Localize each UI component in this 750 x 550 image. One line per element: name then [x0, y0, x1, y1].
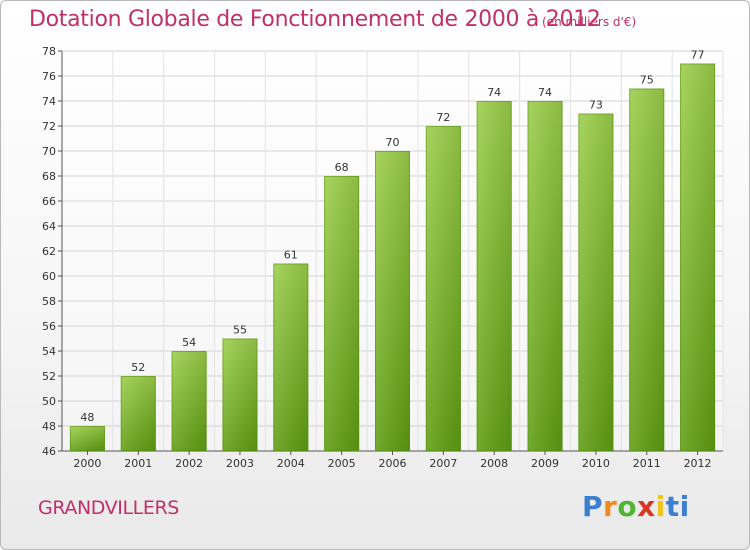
bar-2001	[120, 376, 156, 451]
y-tick-label: 68	[42, 170, 56, 183]
x-tick-label: 2006	[379, 457, 407, 470]
bar-2012	[680, 63, 716, 451]
data-label: 74	[487, 86, 501, 99]
data-label: 52	[131, 361, 145, 374]
bars	[69, 63, 716, 451]
x-tick-label: 2012	[684, 457, 712, 470]
bar-2006	[375, 151, 410, 451]
bar-outline	[324, 176, 360, 451]
y-tick-label: 62	[42, 245, 56, 258]
logo-letter: o	[617, 490, 638, 523]
data-label: 75	[640, 74, 654, 87]
y-tick-label: 52	[42, 370, 56, 383]
bar-shade	[476, 101, 512, 451]
x-tick-label: 2008	[480, 457, 508, 470]
data-label: 54	[182, 336, 196, 349]
chart-title: Dotation Globale de Fonctionnement de 20…	[29, 7, 601, 32]
logo-letter: P	[582, 490, 604, 523]
data-label: 72	[436, 111, 450, 124]
bar-shade	[527, 101, 563, 451]
bar-shade	[375, 151, 410, 451]
y-tick-label: 60	[42, 270, 56, 283]
bar-2000	[69, 426, 105, 451]
bar-shade	[69, 426, 105, 451]
bar-2002	[171, 351, 207, 451]
labels: 48 2000 52 2001 54 2002 55 2003 61 2004 68 2005 70 20…	[73, 49, 711, 471]
bar-outline	[120, 376, 156, 451]
x-tick-label: 2010	[582, 457, 610, 470]
x-tick-label: 2002	[175, 457, 203, 470]
data-label: 74	[538, 86, 552, 99]
bar-shade	[629, 88, 665, 451]
bar-shade	[222, 338, 258, 451]
bar-shade	[578, 113, 614, 451]
bar-2008	[476, 101, 512, 451]
logo-letter: i	[679, 490, 690, 523]
bar-outline	[629, 88, 665, 451]
y-tick-label: 72	[42, 120, 56, 133]
y-tick-label: 78	[42, 45, 56, 58]
y-tick-label: 64	[42, 220, 56, 233]
bar-shade	[680, 63, 716, 451]
chart-subtitle: (en milliers d'€)	[542, 15, 637, 29]
x-tick-label: 2000	[73, 457, 101, 470]
bar-outline	[69, 426, 105, 451]
bar-shade	[425, 126, 461, 451]
y-tick-label: 58	[42, 295, 56, 308]
data-label: 61	[284, 249, 298, 262]
logo-letter: x	[637, 490, 656, 523]
bar-shade	[120, 376, 156, 451]
bar-outline	[425, 126, 461, 451]
x-tick-label: 2005	[328, 457, 356, 470]
data-label: 73	[589, 99, 603, 112]
bar-2009	[527, 101, 563, 451]
logo-letter: t	[665, 490, 680, 523]
bar-outline	[578, 113, 614, 451]
x-tick-label: 2004	[277, 457, 305, 470]
bar-2011	[629, 88, 665, 451]
x-tick-label: 2001	[124, 457, 152, 470]
bar-shade	[324, 176, 360, 451]
bar-shade	[273, 263, 309, 451]
bar-2010	[578, 113, 614, 451]
y-tick-label: 56	[42, 320, 56, 333]
y-tick-label: 76	[42, 70, 56, 83]
bar-outline	[273, 263, 309, 451]
y-tick-label: 54	[42, 345, 56, 358]
bar-outline	[171, 351, 207, 451]
y-tick-label: 74	[42, 95, 56, 108]
bar-outline	[680, 63, 716, 451]
data-label: 68	[335, 161, 349, 174]
x-tick-label: 2009	[531, 457, 559, 470]
y-tick-label: 50	[42, 395, 56, 408]
bar-2007	[425, 126, 461, 451]
bar-outline	[222, 338, 258, 451]
proxiti-logo: Proxiti	[582, 490, 690, 523]
x-tick-label: 2011	[633, 457, 661, 470]
y-tick-label: 70	[42, 145, 56, 158]
y-tick-label: 46	[42, 445, 56, 458]
commune-name: GRANDVILLERS	[38, 497, 179, 519]
logo-letter: i	[655, 490, 666, 523]
bar-outline	[375, 151, 410, 451]
bar-2005	[324, 176, 360, 451]
data-label: 77	[691, 49, 705, 62]
bar-2004	[273, 263, 309, 451]
x-tick-label: 2007	[429, 457, 457, 470]
data-label: 48	[80, 411, 94, 424]
x-tick-label: 2003	[226, 457, 254, 470]
y-tick-label: 48	[42, 420, 56, 433]
data-label: 55	[233, 324, 247, 337]
y-tick-label: 66	[42, 195, 56, 208]
bar-outline	[476, 101, 512, 451]
logo-letter: r	[603, 490, 618, 523]
data-label: 70	[386, 136, 400, 149]
bar-outline	[527, 101, 563, 451]
bar-shade	[171, 351, 207, 451]
bar-2003	[222, 338, 258, 451]
